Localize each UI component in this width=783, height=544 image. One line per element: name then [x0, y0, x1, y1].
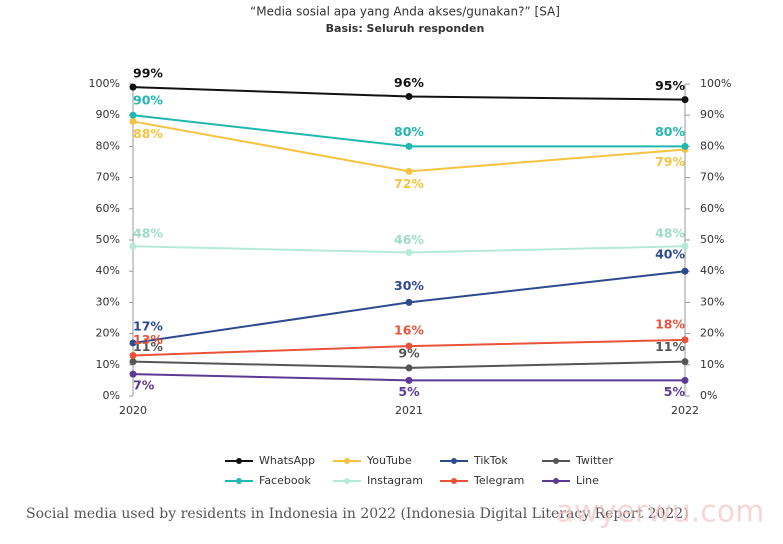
value-label: 17%: [133, 318, 163, 333]
y2-tick-label: 40%: [700, 264, 724, 277]
value-label: 5%: [398, 384, 420, 399]
value-label: 72%: [394, 176, 424, 191]
legend-label: Instagram: [367, 474, 423, 487]
y-tick-label: 50%: [96, 233, 120, 246]
point: [405, 142, 413, 150]
value-label: 80%: [394, 124, 424, 139]
legend-swatch-dot: [451, 458, 457, 464]
y-tick-label: 80%: [96, 139, 120, 152]
x-tick-label: 2021: [395, 404, 423, 417]
y2-tick-label: 60%: [700, 202, 724, 215]
value-label: 13%: [133, 332, 163, 347]
point: [405, 364, 413, 372]
legend-swatch-dot: [553, 458, 559, 464]
value-label: 18%: [655, 316, 685, 331]
point: [129, 358, 137, 366]
value-label: 96%: [394, 75, 424, 90]
point: [129, 370, 137, 378]
point: [405, 248, 413, 256]
value-label: 95%: [655, 78, 685, 93]
y2-tick-label: 20%: [700, 327, 724, 340]
legend-swatch-dot: [236, 478, 242, 484]
point: [129, 339, 137, 347]
legend-swatch-dot: [344, 478, 350, 484]
point: [405, 376, 413, 384]
y2-tick-label: 30%: [700, 295, 724, 308]
value-label: 11%: [655, 339, 685, 354]
legend-label: Telegram: [473, 474, 524, 487]
y-tick-label: 60%: [96, 202, 120, 215]
value-label: 40%: [655, 247, 685, 262]
legend-swatch-dot: [553, 478, 559, 484]
legend-swatch-dot: [344, 458, 350, 464]
value-label: 46%: [394, 232, 424, 247]
x-tick-label: 2020: [119, 404, 147, 417]
y-tick-label: 20%: [96, 327, 120, 340]
value-label: 5%: [664, 384, 686, 399]
y-tick-label: 0%: [103, 389, 120, 402]
value-label: 11%: [133, 339, 163, 354]
value-label: 48%: [655, 226, 685, 241]
y2-tick-label: 90%: [700, 108, 724, 121]
point: [681, 358, 689, 366]
point: [129, 351, 137, 359]
legend-swatch-dot: [236, 458, 242, 464]
y2-tick-label: 100%: [700, 77, 731, 90]
point: [405, 342, 413, 350]
value-label: 88%: [133, 126, 163, 141]
point: [681, 96, 689, 104]
value-label: 99%: [133, 66, 163, 81]
legend-swatch-dot: [451, 478, 457, 484]
y-tick-label: 10%: [96, 358, 120, 371]
legend-label: YouTube: [366, 454, 412, 467]
point: [129, 117, 137, 125]
value-label: 30%: [394, 278, 424, 293]
y-tick-label: 90%: [96, 108, 120, 121]
value-label: 7%: [133, 378, 155, 393]
value-label: 16%: [394, 323, 424, 338]
point: [681, 142, 689, 150]
value-label: 9%: [398, 345, 420, 360]
point: [405, 298, 413, 306]
value-label: 48%: [133, 226, 163, 241]
y-tick-label: 30%: [96, 295, 120, 308]
point: [129, 83, 137, 91]
y2-tick-label: 50%: [700, 233, 724, 246]
point: [681, 242, 689, 250]
legend-label: Facebook: [259, 474, 311, 487]
y2-tick-label: 0%: [700, 389, 717, 402]
value-label: 80%: [655, 124, 685, 139]
value-label: 79%: [655, 154, 685, 169]
y2-tick-label: 70%: [700, 171, 724, 184]
caption: Social media used by residents in Indone…: [26, 506, 689, 522]
x-tick-label: 2022: [671, 404, 699, 417]
point: [681, 376, 689, 384]
y2-tick-label: 10%: [700, 358, 724, 371]
watermark: awyerwu.com: [556, 495, 765, 530]
y2-tick-label: 80%: [700, 139, 724, 152]
chart-subtitle: Basis: Seluruh responden: [326, 22, 485, 35]
legend-label: WhatsApp: [259, 454, 315, 467]
value-label: 90%: [133, 93, 163, 108]
y-tick-label: 40%: [96, 264, 120, 277]
chart-title: “Media sosial apa yang Anda akses/gunaka…: [250, 5, 560, 19]
point: [405, 167, 413, 175]
y-tick-label: 100%: [89, 77, 120, 90]
point: [405, 92, 413, 100]
legend-label: Twitter: [575, 454, 613, 467]
point: [681, 267, 689, 275]
point: [129, 111, 137, 119]
legend-label: Line: [576, 474, 599, 487]
legend-label: TikTok: [473, 454, 508, 467]
point: [681, 336, 689, 344]
point: [129, 242, 137, 250]
y-tick-label: 70%: [96, 171, 120, 184]
